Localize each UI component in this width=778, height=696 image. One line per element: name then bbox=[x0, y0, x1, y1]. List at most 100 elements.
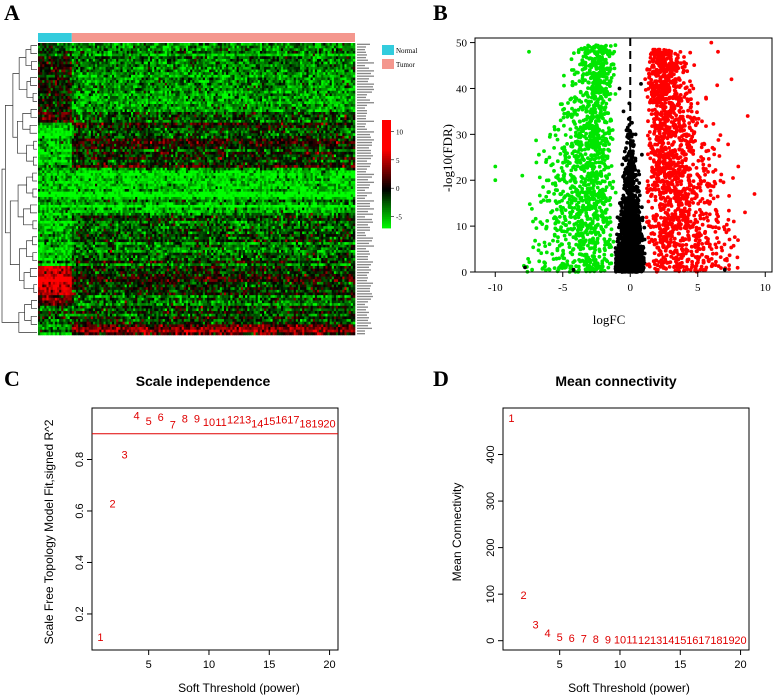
heatmap-cell bbox=[342, 74, 345, 78]
heatmap-cell bbox=[158, 66, 161, 70]
heatmap-cell bbox=[101, 96, 104, 100]
heatmap-cell bbox=[71, 45, 75, 49]
heatmap-cell bbox=[118, 88, 121, 92]
heatmap-cell bbox=[46, 114, 49, 118]
heatmap-cell bbox=[274, 88, 278, 92]
heatmap-cell bbox=[192, 112, 195, 115]
heatmap-cell bbox=[65, 53, 68, 57]
heatmap-cell bbox=[101, 112, 104, 115]
heatmap-cell bbox=[211, 43, 214, 46]
heatmap-cell bbox=[310, 61, 314, 65]
heatmap-cell bbox=[177, 50, 180, 54]
heatmap-cell bbox=[316, 85, 320, 89]
heatmap-cell bbox=[278, 90, 282, 94]
heatmap-cell bbox=[130, 90, 134, 94]
heatmap-cell bbox=[270, 74, 273, 78]
heatmap-cell bbox=[238, 45, 242, 49]
heatmap-cell bbox=[304, 56, 307, 60]
heatmap-cell bbox=[266, 117, 269, 121]
heatmap-cell bbox=[42, 106, 45, 110]
heatmap-cell bbox=[92, 77, 96, 81]
heatmap-cell bbox=[150, 109, 153, 113]
heatmap-cell bbox=[116, 106, 119, 110]
heatmap-cell bbox=[54, 77, 58, 81]
heatmap-cell bbox=[198, 80, 202, 84]
heatmap-cell bbox=[139, 112, 142, 115]
heatmap-cell bbox=[114, 82, 117, 86]
heatmap-cell bbox=[253, 48, 256, 52]
heatmap-cell bbox=[287, 66, 290, 70]
heatmap-cell bbox=[316, 117, 320, 121]
heatmap-cell bbox=[240, 93, 244, 97]
heatmap-cell bbox=[166, 114, 170, 118]
heatmap-cell bbox=[114, 88, 117, 92]
heatmap-cell bbox=[350, 61, 354, 65]
heatmap-cell bbox=[179, 112, 182, 115]
heatmap-cell bbox=[65, 93, 68, 97]
heatmap-cell bbox=[69, 77, 73, 81]
heatmap-cell bbox=[92, 109, 96, 113]
heatmap-cell bbox=[306, 80, 309, 84]
heatmap-cell bbox=[103, 96, 106, 100]
heatmap-cell bbox=[352, 64, 356, 68]
heatmap-cell bbox=[50, 82, 54, 86]
heatmap-cell bbox=[234, 122, 237, 126]
heatmap-cell bbox=[128, 127, 132, 131]
heatmap-cell bbox=[213, 72, 216, 76]
heatmap-cell bbox=[312, 127, 316, 131]
heatmap-cell bbox=[289, 114, 292, 118]
heatmap-cell bbox=[162, 45, 166, 49]
heatmap-cell bbox=[50, 106, 54, 110]
heatmap-cell bbox=[126, 77, 130, 81]
dendrogram-branch bbox=[32, 236, 37, 246]
heatmap-cell bbox=[204, 53, 208, 57]
heatmap-cell bbox=[251, 72, 254, 76]
heatmap-cell bbox=[253, 96, 256, 100]
heatmap-cell bbox=[204, 61, 208, 65]
heatmap-cell bbox=[171, 66, 174, 70]
heatmap-cell bbox=[137, 106, 140, 110]
heatmap-cell bbox=[200, 74, 204, 78]
heatmap-cell bbox=[213, 85, 216, 89]
heatmap-cell bbox=[183, 69, 187, 73]
heatmap-cell bbox=[217, 127, 221, 131]
heatmap-cell bbox=[177, 106, 180, 110]
heatmap-cell bbox=[310, 106, 314, 110]
heatmap-cell bbox=[285, 48, 288, 52]
heatmap-cell bbox=[78, 53, 81, 57]
heatmap-cell bbox=[323, 104, 326, 107]
heatmap-cell bbox=[228, 106, 231, 110]
heatmap-cell bbox=[289, 74, 292, 78]
heatmap-cell bbox=[118, 50, 121, 54]
heatmap-cell bbox=[306, 96, 309, 100]
heatmap-cell bbox=[86, 72, 90, 76]
heatmap-cell bbox=[92, 106, 96, 110]
heatmap-cell bbox=[103, 112, 106, 115]
heatmap-cell bbox=[308, 117, 311, 121]
heatmap-cell bbox=[44, 48, 47, 52]
heatmap-cell bbox=[291, 77, 295, 81]
heatmap-cell bbox=[194, 106, 197, 110]
heatmap-cell bbox=[215, 66, 218, 70]
heatmap-cell bbox=[259, 74, 263, 78]
heatmap-cell bbox=[63, 93, 66, 97]
heatmap-cell bbox=[211, 74, 214, 78]
heatmap-cell bbox=[207, 122, 210, 126]
heatmap-cell bbox=[211, 88, 214, 92]
heatmap-cell bbox=[139, 88, 142, 92]
heatmap-cell bbox=[196, 77, 199, 81]
heatmap-cell bbox=[71, 82, 75, 86]
heatmap-cell bbox=[335, 109, 339, 113]
heatmap-cell bbox=[177, 114, 180, 118]
heatmap-cell bbox=[128, 101, 132, 105]
heatmap-cell bbox=[270, 56, 273, 60]
heatmap-cell bbox=[183, 72, 187, 76]
heatmap-cell bbox=[103, 58, 106, 62]
heatmap-cell bbox=[262, 112, 265, 115]
heatmap-cell bbox=[103, 101, 106, 105]
heatmap-cell bbox=[323, 58, 326, 62]
heatmap-cell bbox=[164, 127, 168, 131]
heatmap-cell bbox=[164, 80, 168, 84]
heatmap-cell bbox=[164, 119, 168, 123]
heatmap-cell bbox=[321, 61, 324, 65]
